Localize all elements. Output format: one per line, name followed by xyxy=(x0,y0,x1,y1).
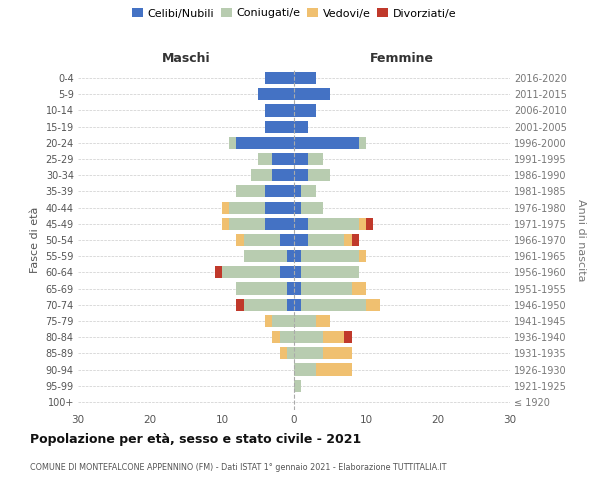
Bar xyxy=(272,315,294,327)
Text: Femmine: Femmine xyxy=(370,52,434,65)
Bar xyxy=(244,298,287,311)
Bar xyxy=(301,266,359,278)
Bar xyxy=(244,234,280,246)
Bar xyxy=(294,88,330,101)
Bar xyxy=(352,234,359,246)
Bar xyxy=(301,282,352,294)
Bar xyxy=(352,282,366,294)
Bar xyxy=(229,202,265,213)
Bar xyxy=(344,331,352,343)
Bar xyxy=(294,72,316,84)
Bar xyxy=(359,137,366,149)
Bar xyxy=(222,202,229,213)
Bar xyxy=(294,380,301,392)
Bar xyxy=(294,202,301,213)
Bar xyxy=(308,218,359,230)
Bar xyxy=(294,298,301,311)
Bar xyxy=(280,348,287,360)
Bar xyxy=(301,250,359,262)
Bar xyxy=(294,250,301,262)
Bar xyxy=(301,186,316,198)
Y-axis label: Anni di nascita: Anni di nascita xyxy=(577,198,586,281)
Bar xyxy=(294,120,308,132)
Bar xyxy=(316,315,330,327)
Bar xyxy=(265,186,294,198)
Bar xyxy=(222,218,229,230)
Bar xyxy=(301,298,366,311)
Text: Maschi: Maschi xyxy=(161,52,211,65)
Bar xyxy=(244,250,287,262)
Bar xyxy=(280,234,294,246)
Bar xyxy=(215,266,222,278)
Bar xyxy=(294,266,301,278)
Bar xyxy=(272,153,294,165)
Bar xyxy=(287,348,294,360)
Bar xyxy=(308,153,323,165)
Bar xyxy=(323,331,344,343)
Bar xyxy=(280,266,294,278)
Bar xyxy=(366,298,380,311)
Bar xyxy=(359,218,366,230)
Bar xyxy=(308,234,344,246)
Bar xyxy=(229,218,265,230)
Bar xyxy=(265,218,294,230)
Bar xyxy=(265,120,294,132)
Bar xyxy=(272,169,294,181)
Text: COMUNE DI MONTEFALCONE APPENNINO (FM) - Dati ISTAT 1° gennaio 2021 - Elaborazion: COMUNE DI MONTEFALCONE APPENNINO (FM) - … xyxy=(30,462,446,471)
Bar xyxy=(294,282,301,294)
Bar xyxy=(287,282,294,294)
Bar xyxy=(258,88,294,101)
Bar xyxy=(301,202,323,213)
Bar xyxy=(265,315,272,327)
Bar xyxy=(236,137,294,149)
Bar xyxy=(265,72,294,84)
Bar xyxy=(294,331,323,343)
Bar xyxy=(308,169,330,181)
Bar xyxy=(294,234,308,246)
Bar xyxy=(294,348,323,360)
Bar xyxy=(265,104,294,117)
Bar xyxy=(287,298,294,311)
Bar xyxy=(280,331,294,343)
Bar xyxy=(222,266,280,278)
Bar xyxy=(287,250,294,262)
Legend: Celibi/Nubili, Coniugati/e, Vedovi/e, Divorziati/e: Celibi/Nubili, Coniugati/e, Vedovi/e, Di… xyxy=(132,8,456,18)
Bar xyxy=(316,364,352,376)
Bar xyxy=(294,104,316,117)
Bar xyxy=(294,315,316,327)
Text: Popolazione per età, sesso e stato civile - 2021: Popolazione per età, sesso e stato civil… xyxy=(30,432,361,446)
Y-axis label: Fasce di età: Fasce di età xyxy=(30,207,40,273)
Bar xyxy=(294,137,359,149)
Bar xyxy=(258,153,272,165)
Bar xyxy=(294,186,301,198)
Bar xyxy=(236,282,287,294)
Bar xyxy=(272,331,280,343)
Bar xyxy=(265,202,294,213)
Bar xyxy=(236,234,244,246)
Bar xyxy=(359,250,366,262)
Bar xyxy=(323,348,352,360)
Bar xyxy=(229,137,236,149)
Bar xyxy=(294,364,316,376)
Bar xyxy=(236,186,265,198)
Bar xyxy=(294,169,308,181)
Bar xyxy=(251,169,272,181)
Bar xyxy=(366,218,373,230)
Bar xyxy=(344,234,352,246)
Bar xyxy=(236,298,244,311)
Bar xyxy=(294,153,308,165)
Bar xyxy=(294,218,308,230)
